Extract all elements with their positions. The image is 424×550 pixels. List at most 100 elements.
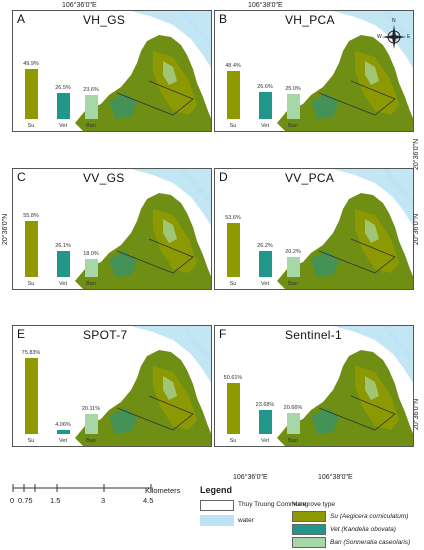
bar-value-vet: 26.2% (257, 242, 273, 249)
vet-swatch (292, 524, 326, 535)
bar-value-su: 48.4% (225, 62, 241, 69)
mangrove-map (75, 11, 211, 131)
bar-value-vet: 26.5% (55, 84, 71, 91)
bar-category-vet: Vet (261, 438, 269, 444)
bar-su (25, 221, 38, 277)
latitude-label-right-mid: 20°36'0"N (413, 213, 420, 245)
map-panel-b: B VH_PCA 48.4% Su 26.6% Vet 25.0% Ban N W E (214, 10, 414, 132)
mangrove-map (75, 326, 211, 446)
panel-letter: A (17, 12, 26, 26)
latitude-label-right-bottom: 20°36'0"N (413, 398, 420, 430)
bar-su (227, 223, 240, 277)
bar-chart: 53.6% Su 26.2% Vet 20.2% Ban (215, 169, 315, 289)
bar-su (25, 69, 38, 119)
bar-value-vet: 26.6% (257, 84, 273, 91)
bar-ban (85, 259, 98, 277)
latitude-label-left-mid: 20°36'0"N (2, 213, 9, 245)
scale-tick-0-75: 0.75 (18, 496, 33, 505)
bar-category-vet: Vet (261, 281, 269, 287)
longitude-label-bottom-right: 106°38'0"E (318, 474, 353, 481)
bar-category-ban: Ban (288, 438, 298, 444)
bar-category-su: Su (27, 123, 35, 129)
legend-ban: Ban (Sonneratia caseolaris) (330, 539, 411, 546)
mangrove-map (277, 169, 413, 289)
bar-chart: 48.4% Su 26.6% Vet 25.0% Ban (215, 11, 315, 131)
panel-title: Sentinel-1 (285, 328, 343, 342)
bar-value-su: 50.61% (223, 375, 243, 382)
bar-vet (259, 250, 272, 277)
bar-category-su: Su (27, 438, 35, 444)
mangrove-map (277, 326, 413, 446)
bar-category-su: Su (229, 281, 237, 287)
su-swatch (292, 511, 326, 522)
scale-tick-0: 0 (10, 496, 15, 505)
water-swatch (200, 515, 234, 526)
panel-letter: E (17, 327, 26, 341)
bar-value-ban: 25.0% (285, 86, 301, 92)
mangrove-map (75, 169, 211, 289)
bar-category-vet: Vet (261, 123, 269, 129)
bar-chart: 55.8% Su 26.1% Vet 18.0% Ban (13, 169, 113, 289)
panel-title: SPOT-7 (83, 328, 128, 342)
longitude-label-left: 106°36'0"E (62, 2, 97, 9)
longitude-label-right: 106°38'0"E (248, 2, 283, 9)
scale-unit: Kilometers (145, 486, 181, 495)
commune-swatch (200, 500, 234, 511)
bar-category-ban: Ban (288, 281, 298, 287)
bar-value-vet: 4.06% (55, 421, 71, 428)
bar-category-ban: Ban (288, 123, 298, 129)
ban-swatch (292, 537, 326, 548)
west-label: W (377, 34, 382, 40)
map-panel-f: F Sentinel-1 50.61% Su 23.68% Vet 20.66% Ban (214, 325, 414, 447)
map-panel-d: D VV_PCA 53.6% Su 26.2% Vet 20.2% Ban (214, 168, 414, 290)
bar-vet (57, 429, 70, 434)
scale-bar (12, 482, 152, 496)
north-label: N (392, 18, 396, 24)
panel-title: VV_GS (83, 171, 125, 185)
bar-value-vet: 23.68% (255, 402, 275, 409)
bar-value-su: 49.9% (23, 61, 39, 68)
mangrove-map (277, 11, 413, 131)
bar-chart: 49.9% Su 26.5% Vet 23.6% Ban (13, 11, 113, 131)
panel-title: VH_GS (83, 13, 126, 27)
east-label: E (407, 34, 411, 40)
bar-chart: 50.61% Su 23.68% Vet 20.66% Ban (215, 326, 315, 446)
bar-value-ban: 23.6% (83, 87, 99, 94)
bar-ban (287, 256, 300, 277)
bar-vet (259, 410, 272, 434)
map-panel-c: C VV_GS 55.8% Su 26.1% Vet 18.0% Ban (12, 168, 212, 290)
panel-title: VH_PCA (285, 13, 335, 27)
bar-value-su: 55.8% (23, 213, 39, 220)
bar-category-ban: Ban (86, 438, 96, 444)
panel-letter: B (219, 12, 228, 26)
bar-su (227, 70, 240, 119)
legend-mangrove-heading: Mangrove type (292, 501, 335, 508)
panel-letter: C (17, 170, 26, 184)
legend-title: Legend (200, 485, 233, 495)
bar-value-ban: 18.0% (83, 251, 99, 257)
bar-ban (287, 94, 300, 119)
map-panel-a: A VH_GS 49.9% Su 26.5% Vet 23.6% Ban (12, 10, 212, 132)
bar-category-vet: Vet (59, 281, 67, 287)
bar-value-ban: 20.11% (81, 405, 101, 412)
legend-su: Su (Aegicera corniculatum) (330, 513, 409, 520)
bar-chart: 75.83% Su 4.06% Vet 20.11% Ban (13, 326, 113, 446)
panel-title: VV_PCA (285, 171, 335, 185)
bar-value-ban: 20.66% (283, 405, 303, 412)
latitude-label-right-top: 20°36'0"N (413, 138, 420, 170)
bar-category-vet: Vet (59, 438, 67, 444)
north-arrow: N W E (377, 18, 411, 51)
bar-vet (57, 92, 70, 119)
panel-letter: F (219, 327, 227, 341)
bar-category-su: Su (229, 438, 237, 444)
bar-value-su: 53.6% (225, 215, 241, 222)
map-panel-e: E SPOT-7 75.83% Su 4.06% Vet 20.11% Ban (12, 325, 212, 447)
bar-ban (287, 413, 300, 434)
scale-tick-3: 3 (101, 496, 106, 505)
legend-vet: Vet (Kandelia obovata) (330, 526, 396, 533)
bar-vet (57, 250, 70, 277)
bar-value-su: 75.83% (21, 350, 41, 357)
scale-tick-1-5: 1.5 (50, 496, 61, 505)
legend-commune: Thuy Truong Commune (238, 501, 307, 508)
legend-water: water (238, 517, 254, 524)
